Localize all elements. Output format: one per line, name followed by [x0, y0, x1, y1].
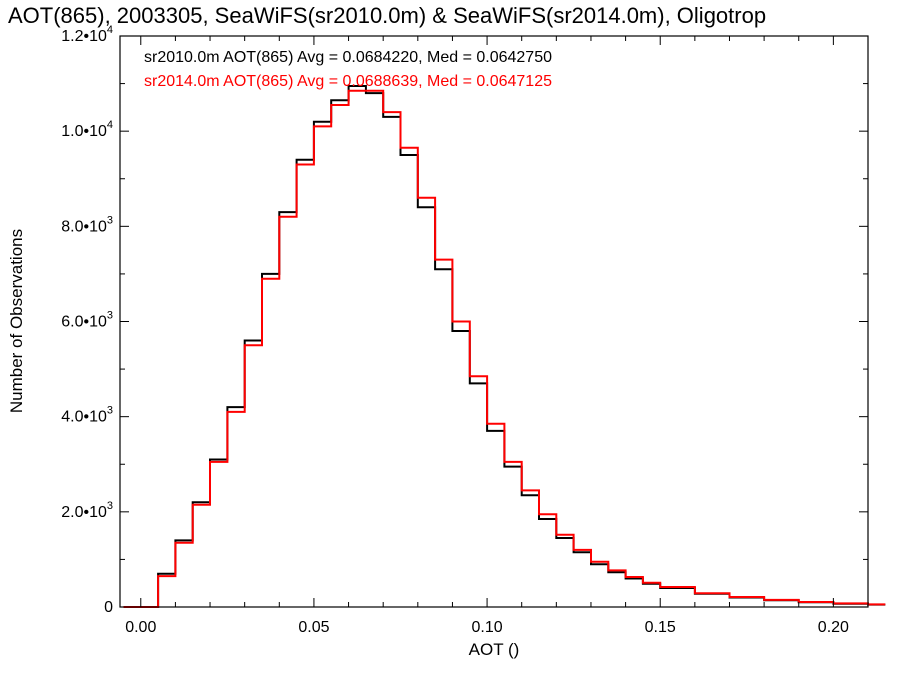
tick-layer: 0.00 0.05 0.10 0.15 0.20 0 2.0•103 4.0•103 6.0•1…: [61, 24, 868, 636]
y-tick-label: 0: [104, 599, 113, 616]
legend: sr2010.0m AOT(865) Avg = 0.0684220, Med …: [144, 49, 552, 90]
x-tick-label: 0.15: [645, 619, 676, 636]
series-line-sr2010.0m: [123, 85, 886, 608]
y-axis-label: Number of Observations: [7, 229, 26, 413]
x-axis-label: AOT (): [469, 640, 520, 659]
x-tick-label: 0.10: [472, 619, 503, 636]
y-tick-label: 1.0•104: [61, 119, 113, 140]
x-tick-label: 0.00: [125, 619, 156, 636]
legend-entry-sr2010.0m: sr2010.0m AOT(865) Avg = 0.0684220, Med …: [144, 49, 552, 66]
legend-entry-sr2014.0m: sr2014.0m AOT(865) Avg = 0.0688639, Med …: [144, 73, 552, 90]
chart-title: AOT(865), 2003305, SeaWiFS(sr2010.0m) & …: [8, 3, 767, 28]
y-tick-label: 1.2•104: [61, 24, 113, 45]
y-tick-label: 4.0•103: [61, 405, 113, 426]
plot-frame: [119, 35, 869, 608]
y-tick-label: 8.0•103: [61, 214, 113, 235]
y-tick-label: 2.0•103: [61, 500, 113, 521]
series-layer: [123, 85, 886, 608]
y-tick-label: 6.0•103: [61, 310, 113, 331]
x-tick-label: 0.05: [298, 619, 329, 636]
series-line-sr2014.0m: [123, 89, 886, 608]
x-tick-label: 0.20: [818, 619, 849, 636]
